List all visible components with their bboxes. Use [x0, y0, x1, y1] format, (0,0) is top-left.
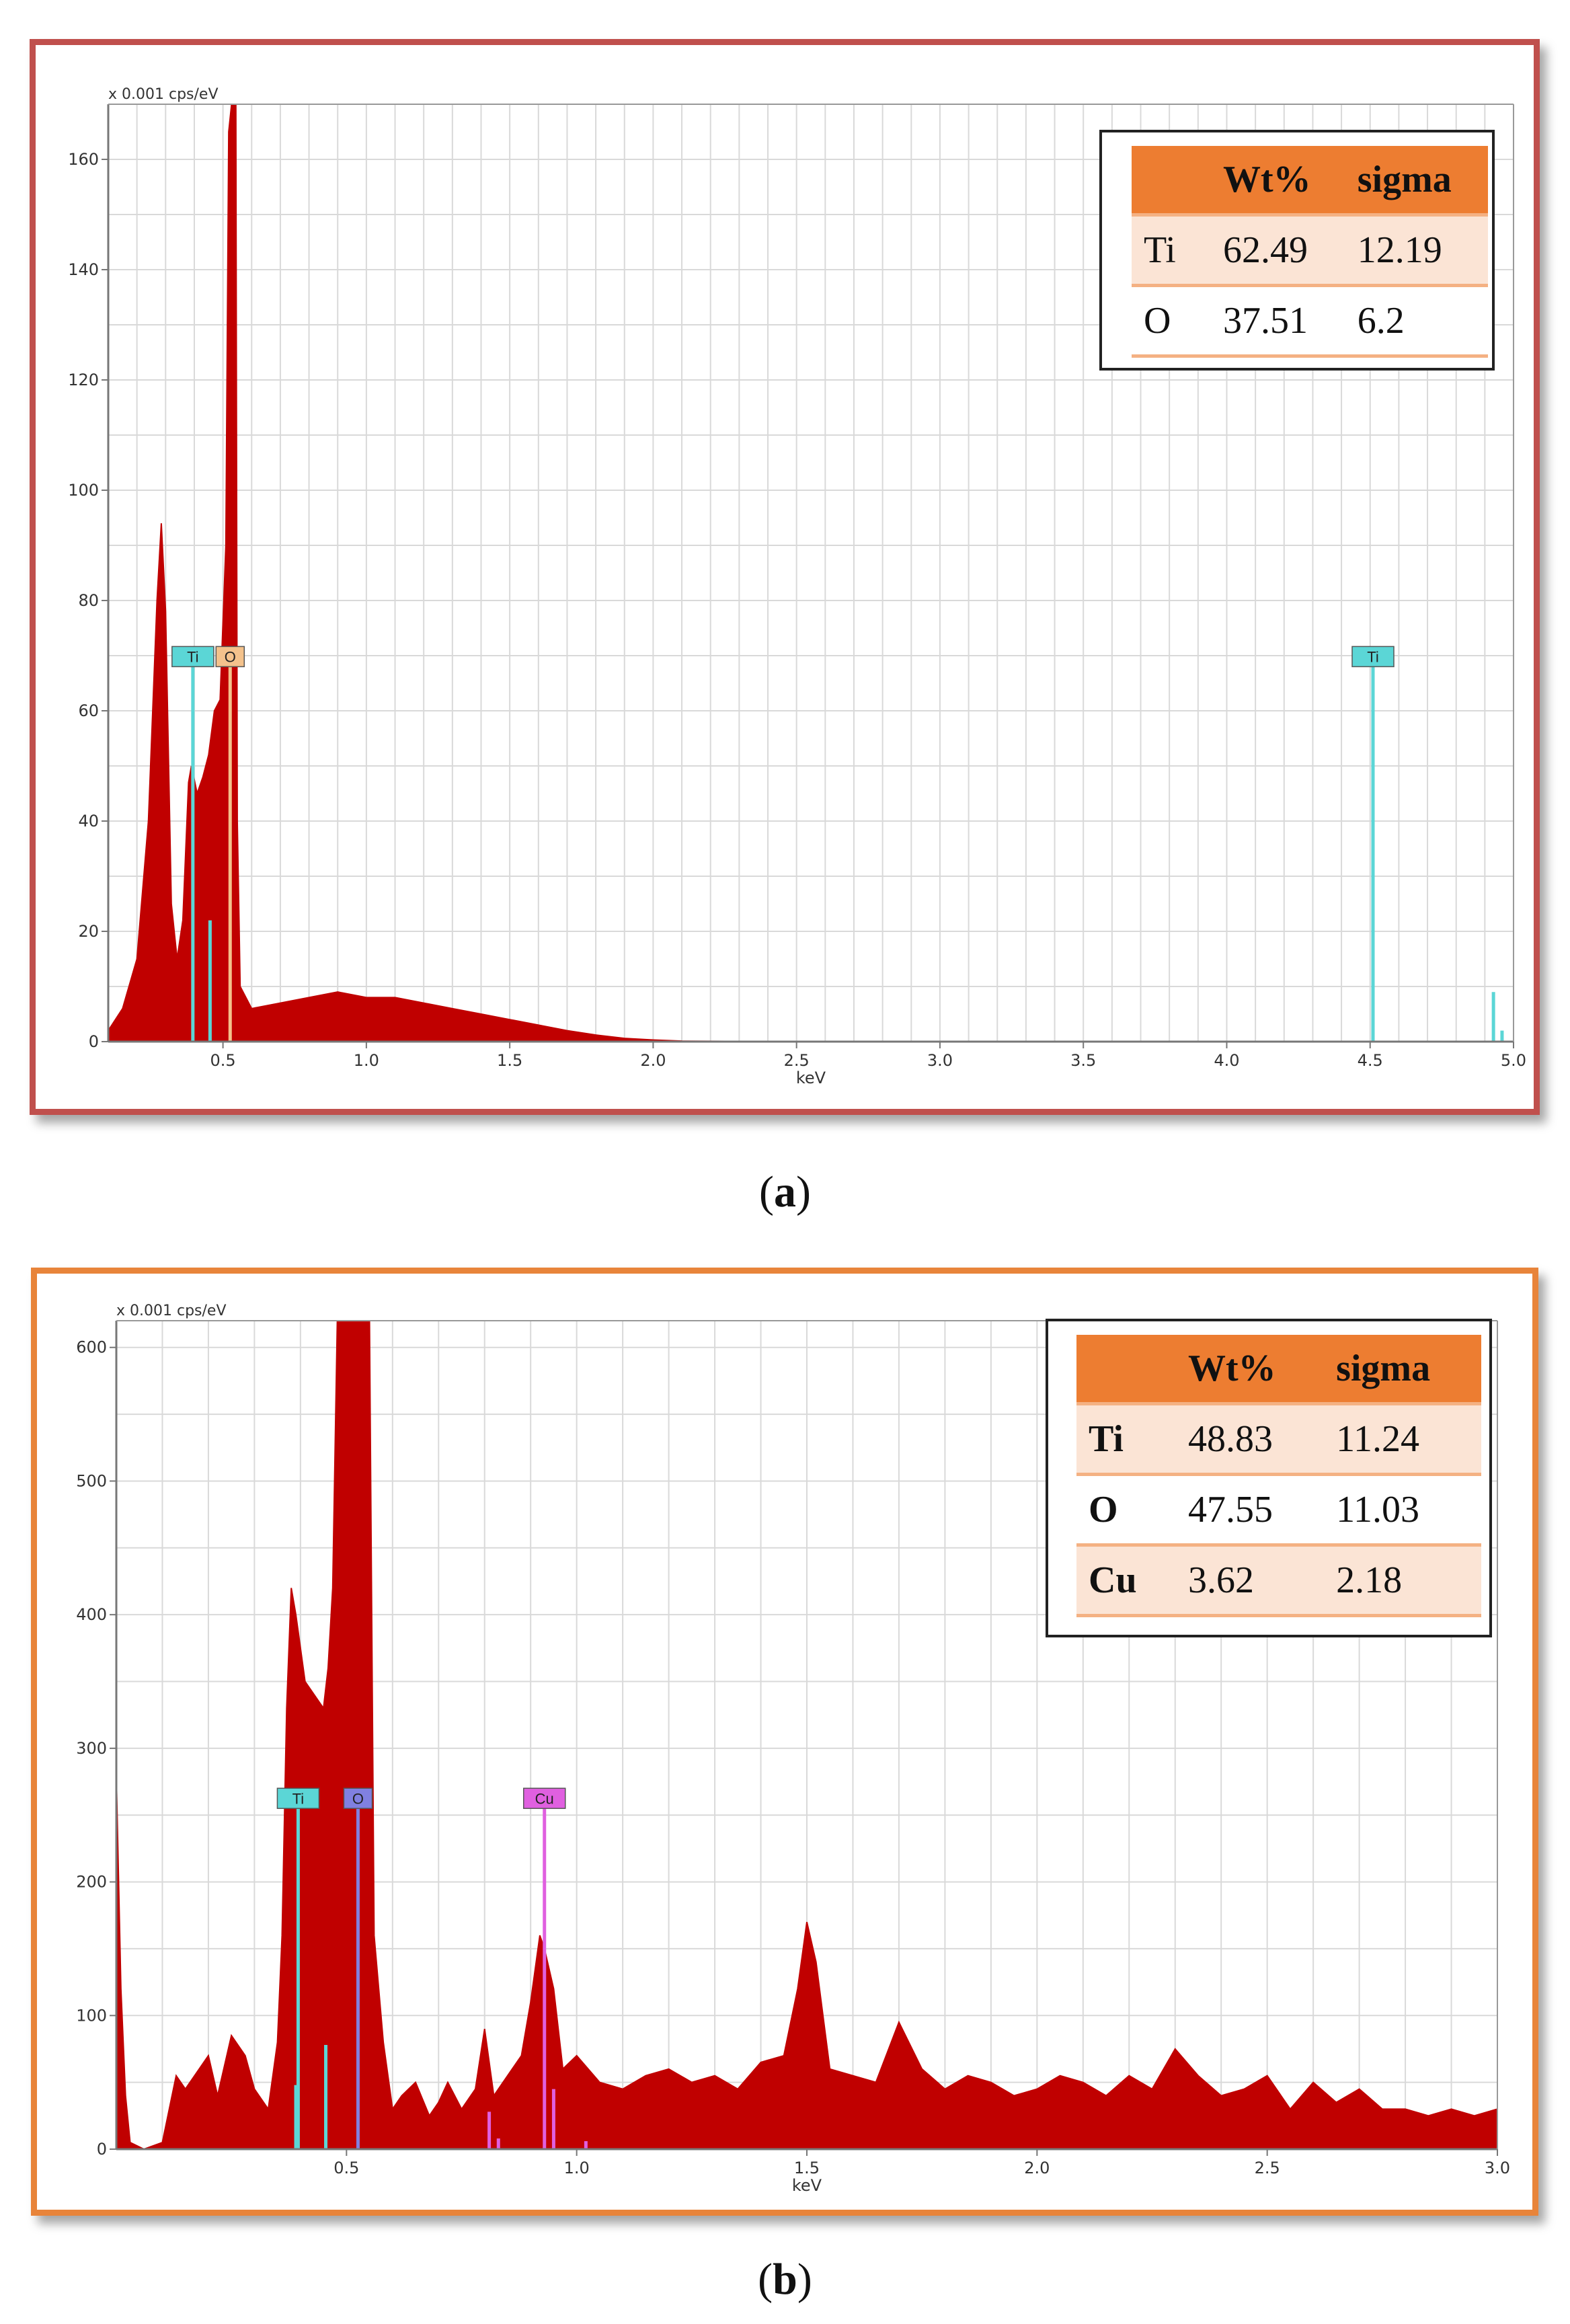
element-label-text: O: [352, 1790, 364, 1807]
wt-table-b: Wt% sigma Ti 48.83 11.24 O 47.55 11.03 C…: [1076, 1335, 1481, 1617]
x-tick-label: 0.5: [210, 1051, 236, 1070]
x-tick-label: 1.0: [564, 2159, 590, 2177]
x-axis-label: keV: [792, 2176, 822, 2195]
x-tick-label: 1.5: [794, 2159, 820, 2177]
y-unit-label: x 0.001 cps/eV: [116, 1303, 227, 1319]
y-tick-label: 400: [76, 1605, 107, 1624]
y-tick-label: 160: [68, 150, 99, 169]
table-row: Cu 3.62 2.18: [1076, 1543, 1481, 1617]
x-tick-label: 3.5: [1070, 1051, 1096, 1070]
x-tick-label: 3.0: [927, 1051, 953, 1070]
element-label-box: [171, 646, 214, 668]
y-tick-label: 40: [78, 812, 99, 830]
y-tick-label: 200: [76, 1873, 107, 1892]
y-unit-label: x 0.001 cps/eV: [108, 86, 219, 103]
y-tick-label: 140: [68, 260, 99, 279]
element-label-text: Ti: [292, 1790, 305, 1807]
composition-table-a: Wt% sigma Ti 62.49 12.19 O 37.51 6.2: [1099, 130, 1495, 371]
element-label-box: [276, 1787, 320, 1810]
x-tick-label: 2.0: [640, 1051, 666, 1070]
table-row: Ti 62.49 12.19: [1132, 213, 1488, 286]
y-tick-label: 60: [78, 701, 99, 720]
y-tick-label: 0: [89, 1032, 99, 1051]
table-header-row: Wt% sigma: [1132, 146, 1488, 215]
wt-cell: 48.83: [1176, 1402, 1325, 1475]
sigma-cell: 11.03: [1324, 1473, 1481, 1545]
x-tick-label: 1.5: [497, 1051, 522, 1070]
x-tick-label: 4.0: [1214, 1051, 1239, 1070]
x-tick-label: 2.0: [1024, 2159, 1050, 2177]
element-cell: Ti: [1076, 1402, 1176, 1475]
caption-b: (b): [0, 2254, 1570, 2305]
element-cell: Cu: [1076, 1543, 1176, 1617]
table-header-row: Wt% sigma: [1076, 1335, 1481, 1404]
element-label-box: [343, 1787, 373, 1810]
sigma-cell: 6.2: [1345, 284, 1488, 358]
caption-close: ): [797, 2255, 812, 2304]
caption-letter: a: [774, 1167, 796, 1216]
table-header-cell: [1076, 1335, 1176, 1404]
element-cell: O: [1132, 284, 1211, 358]
x-tick-label: 3.0: [1485, 2159, 1510, 2177]
x-axis-label: keV: [796, 1069, 826, 1087]
caption-open: (: [758, 2255, 773, 2304]
element-cell: O: [1076, 1473, 1176, 1545]
wt-cell: 47.55: [1176, 1473, 1325, 1545]
element-label-text: Ti: [1367, 648, 1379, 665]
element-label-box: [215, 646, 245, 668]
table-header-cell: Wt%: [1176, 1335, 1325, 1404]
wt-table-a: Wt% sigma Ti 62.49 12.19 O 37.51 6.2: [1132, 146, 1488, 358]
caption-open: (: [759, 1167, 774, 1216]
x-tick-label: 2.5: [784, 1051, 810, 1070]
y-tick-label: 500: [76, 1471, 107, 1490]
element-label-text: Ti: [187, 648, 199, 665]
table-row: O 47.55 11.03: [1076, 1473, 1481, 1545]
table-header-cell: Wt%: [1211, 146, 1345, 215]
wt-cell: 3.62: [1176, 1543, 1325, 1617]
sigma-cell: 2.18: [1324, 1543, 1481, 1617]
caption-letter: b: [773, 2255, 797, 2304]
x-tick-label: 1.0: [354, 1051, 379, 1070]
y-tick-label: 100: [76, 2006, 107, 2025]
sigma-cell: 11.24: [1324, 1402, 1481, 1475]
table-header-cell: [1132, 146, 1211, 215]
y-tick-label: 120: [68, 371, 99, 389]
table-row: Ti 48.83 11.24: [1076, 1402, 1481, 1475]
composition-table-b: Wt% sigma Ti 48.83 11.24 O 47.55 11.03 C…: [1046, 1319, 1492, 1637]
element-cell: Ti: [1132, 213, 1211, 286]
y-tick-label: 100: [68, 481, 99, 500]
x-tick-label: 4.5: [1358, 1051, 1383, 1070]
x-tick-label: 2.5: [1255, 2159, 1280, 2177]
table-header-cell: sigma: [1345, 146, 1488, 215]
element-label-box: [1351, 646, 1395, 668]
caption-a: (a): [0, 1167, 1570, 1218]
y-tick-label: 600: [76, 1338, 107, 1357]
table-row: O 37.51 6.2: [1132, 284, 1488, 358]
spectrum-panel-b: Ti O Cu 0 100 200 300 400 500 600 0.5 1.0 1.5 2.0 2.5 3…: [31, 1268, 1538, 2216]
x-tick-label: 5.0: [1501, 1051, 1526, 1070]
caption-close: ): [796, 1167, 811, 1216]
y-tick-label: 300: [76, 1739, 107, 1758]
wt-cell: 37.51: [1211, 284, 1345, 358]
element-label-text: Cu: [535, 1790, 554, 1807]
spectrum-panel-a: Ti O Ti 0 20 40 60 80 100 120 140 160 0.5 1.0 1.5 2.0 2.…: [30, 39, 1540, 1115]
y-tick-label: 20: [78, 922, 99, 941]
wt-cell: 62.49: [1211, 213, 1345, 286]
y-tick-label: 0: [97, 2140, 107, 2159]
element-label-box: [522, 1787, 566, 1810]
x-tick-label: 0.5: [333, 2159, 359, 2177]
y-tick-label: 80: [78, 591, 99, 610]
element-label-text: O: [225, 648, 236, 665]
table-header-cell: sigma: [1324, 1335, 1481, 1404]
sigma-cell: 12.19: [1345, 213, 1488, 286]
